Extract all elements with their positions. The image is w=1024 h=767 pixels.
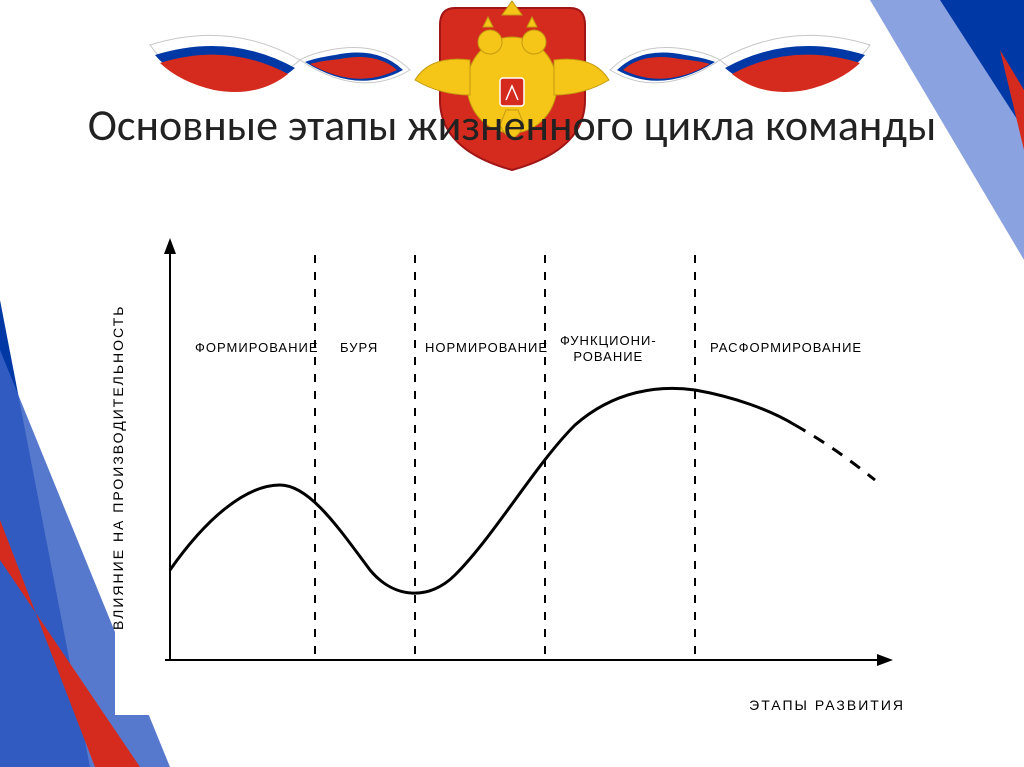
x-axis-label: ЭТАПЫ РАЗВИТИЯ <box>749 697 905 713</box>
stage-label-adjourning: РАСФОРМИРОВАНИЕ <box>710 340 862 356</box>
slide-title: Основные этапы жизненного цикла команды <box>0 100 1024 151</box>
slide: Основные этапы жизненного цикла команды … <box>0 0 1024 767</box>
stage-label-forming: ФОРМИРОВАНИЕ <box>195 340 319 356</box>
stage-label-performing: ФУНКЦИОНИ- РОВАНИЕ <box>560 333 657 364</box>
chart-svg <box>115 230 915 715</box>
stage-label-norming: НОРМИРОВАНИЕ <box>425 340 548 356</box>
lifecycle-chart: ВЛИЯНИЕ НА ПРОИЗВОДИТЕЛЬНОСТЬ ЭТАПЫ РАЗВ… <box>115 230 915 715</box>
stage-label-storming: БУРЯ <box>340 340 378 356</box>
y-axis-label: ВЛИЯНИЕ НА ПРОИЗВОДИТЕЛЬНОСТЬ <box>110 305 126 630</box>
